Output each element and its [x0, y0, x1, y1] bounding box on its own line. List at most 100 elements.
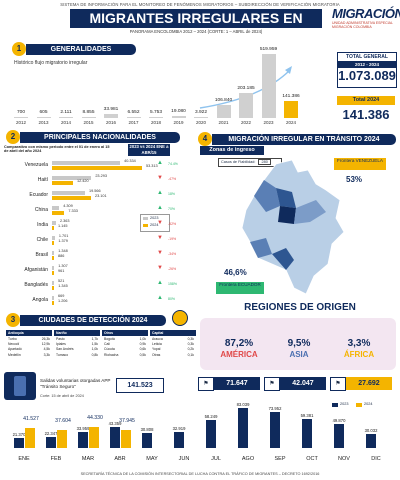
total-general-period: 2012 - 2024: [338, 61, 396, 68]
bar-2023: [334, 423, 344, 448]
bar-2024: [52, 211, 65, 215]
bar-2024: [52, 166, 142, 170]
legend-2024-label: 2024: [150, 223, 159, 227]
history-bar: [126, 116, 141, 118]
value-2023: 23.293: [95, 174, 107, 178]
ecuador-border-label: Frontera ECUADOR: [216, 282, 264, 294]
nationality-row: Chile 1.701 1.379 ▼ -19%: [4, 234, 194, 247]
city-name: Tumaco: [56, 352, 69, 357]
history-bar: [239, 92, 253, 118]
trend-arrow-icon: [285, 66, 292, 74]
total-general-label: TOTAL GENERAL: [346, 54, 388, 60]
value-2023: 22.347: [44, 431, 58, 437]
section-2-title: PRINCIPALES NACIONALIDADES: [20, 132, 180, 143]
arrow-up-icon: ▲: [157, 280, 163, 286]
history-value-label: 8.855: [82, 109, 95, 115]
history-value-label: 2.111: [60, 109, 72, 115]
section-1-subtitle: Histórico flujo migratorio irregular: [14, 60, 88, 66]
bar-2023: [52, 191, 86, 195]
bar-2023: [52, 236, 55, 240]
colombia-map: [241, 160, 345, 295]
value-2024: 886: [58, 254, 65, 258]
bar-2023: [52, 296, 54, 300]
value-2024: 37.604: [55, 417, 71, 424]
page-subtitle: PANORAMA ENCOLOMBIA 2012 – 2024 (CORTE: …: [129, 29, 263, 34]
total-general-value: 1.073.089: [338, 68, 396, 83]
value-2024: 1.379: [58, 239, 68, 243]
value-2024: 7.333: [68, 209, 78, 213]
city-table-head: Antioquia: [6, 330, 52, 336]
change-pct: -19%: [168, 237, 177, 241]
section-3-title: CIUDADES DE DETECCIÓN 2024: [20, 315, 166, 326]
history-year-label: 2016: [105, 120, 116, 125]
history-value-label: 203.185: [237, 85, 255, 91]
change-pct: -47%: [168, 177, 177, 181]
summary-value: 27.692: [346, 377, 392, 390]
history-year-label: 2019: [173, 120, 184, 125]
regions-title: REGIONES DE ORIGEN: [244, 302, 356, 313]
city-row: Medellín 3,3k: [6, 352, 52, 357]
change-pct: 18%: [168, 192, 176, 196]
value-2024: 1.345: [58, 284, 68, 288]
bar-2023: [52, 281, 54, 285]
change-pct: -26%: [168, 267, 177, 271]
city-name: Ipiales: [56, 342, 66, 347]
city-name: Necoclí: [8, 342, 20, 347]
value-2023: 1.307: [58, 264, 68, 268]
page-title: MIGRANTES IRREGULARES EN TRÁNSITO: [70, 9, 322, 45]
change-pct: 70%: [168, 207, 176, 211]
nationality-legend: 2023 2024: [140, 214, 170, 232]
nationality-name: Haití: [37, 177, 48, 183]
city-row: Leticia 0,3k: [150, 341, 196, 346]
system-subtitle: SISTEMA DE INFORMACIÓN PARA EL MONITOREO…: [60, 2, 340, 7]
month-label: MAY: [146, 456, 158, 462]
city-row: San Andrés 1,0k: [54, 347, 100, 352]
city-name: Leticia: [152, 342, 162, 347]
value-2023: 669: [58, 294, 65, 298]
logo-wordmark: MIGRACIÓN: [332, 6, 400, 21]
value-2024: 44.330: [87, 414, 103, 421]
nationality-row: India 2.363 1.145 ▼ -52%: [4, 219, 194, 232]
bar-2023: [78, 431, 88, 448]
nationality-row: Haití 23.293 12.420 ▼ -47%: [4, 174, 194, 187]
nationality-name: Brasil: [35, 252, 48, 258]
value-2023: 59.381: [300, 413, 314, 419]
history-bar: [261, 54, 276, 118]
total-year-value: 141.386: [342, 107, 390, 122]
region-southwest: [250, 238, 272, 258]
value-2023: 32.919: [172, 426, 186, 432]
nationality-name: Ecuador: [29, 192, 48, 198]
cases-label: Casos de Fiabilidad:: [221, 160, 256, 164]
history-value-label: 141.386: [282, 93, 300, 99]
bar-2023: [270, 412, 280, 448]
history-year-label: 2018: [150, 120, 161, 125]
cases-value: 280: [258, 159, 271, 165]
bar-2024: [52, 286, 55, 290]
city-value: 0,3k: [187, 342, 194, 347]
bar-2023: [110, 427, 120, 448]
section-1-title: GENERALIDADES: [26, 44, 136, 55]
month-label: AGO: [241, 456, 255, 462]
arrow-down-icon: ▼: [157, 220, 163, 226]
value-2024: 12.420: [76, 179, 89, 183]
bar-2024: [52, 181, 73, 185]
region-pct: 3,3%: [347, 338, 371, 349]
world-map-background: [200, 318, 396, 370]
history-bar: [36, 116, 51, 118]
history-value-label: 33.981: [103, 106, 119, 112]
value-2024: 37.945: [119, 417, 135, 424]
city-table-head: Otros: [102, 330, 148, 336]
bar-2023: [52, 221, 56, 225]
value-2023: 2.363: [59, 219, 70, 223]
city-name: Otras: [152, 352, 161, 357]
change-pct: -34%: [168, 252, 177, 256]
change-pct: 158%: [168, 282, 177, 286]
location-pin-icon: [172, 310, 188, 326]
history-value-label: 3.922: [194, 109, 207, 115]
city-row: Tumaco 0,8k: [54, 352, 100, 357]
history-bar: [284, 100, 298, 118]
arrow-up-icon: ▲: [157, 295, 163, 301]
bar-2024: [52, 241, 55, 245]
region-south: [272, 248, 294, 270]
